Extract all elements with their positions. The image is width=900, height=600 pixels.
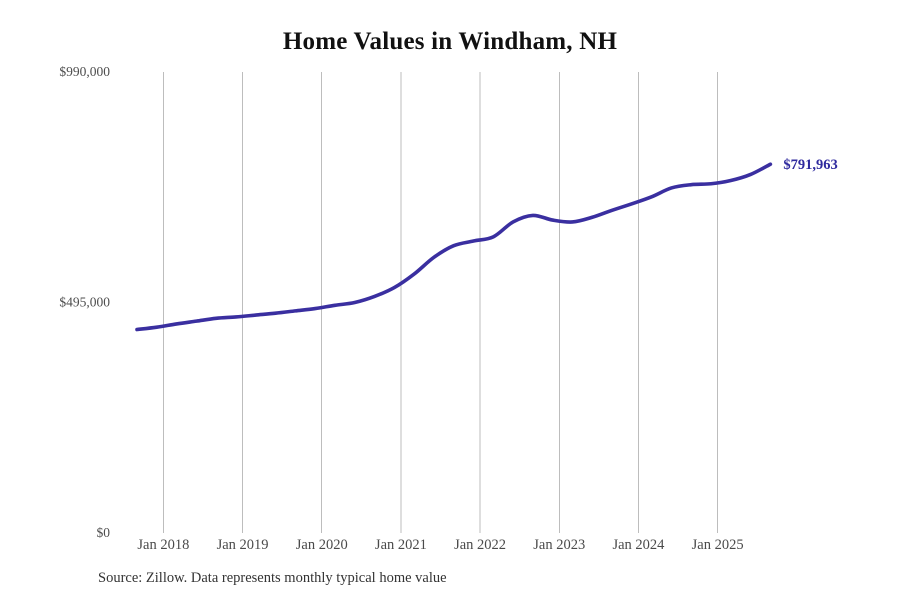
data-series-group — [135, 162, 773, 332]
x-tick-label: Jan 2021 — [375, 537, 427, 553]
y-axis-tick-labels: $0 $495,000 $990,000 — [59, 64, 110, 540]
y-tick-label: $0 — [97, 525, 111, 540]
y-tick-label: $990,000 — [59, 64, 110, 79]
chart-title: Home Values in Windham, NH — [282, 28, 618, 55]
x-tick-label: Jan 2025 — [692, 537, 744, 553]
x-tick-label: Jan 2024 — [612, 537, 665, 553]
x-tick-label: Jan 2023 — [533, 537, 585, 553]
x-gridlines — [162, 72, 719, 533]
end-value-label: $791,963 — [783, 157, 837, 173]
end-value-annotation: $791,963 — [783, 157, 837, 173]
x-axis-tick-labels: Jan 2018 Jan 2019 Jan 2020 Jan 2021 Jan 2022… — [137, 537, 743, 553]
series-line — [135, 162, 773, 332]
x-tick-label: Jan 2018 — [137, 537, 189, 553]
x-tick-label: Jan 2019 — [217, 537, 269, 553]
y-tick-label: $495,000 — [59, 295, 110, 310]
x-tick-label: Jan 2022 — [454, 537, 506, 553]
source-note: Source: Zillow. Data represents monthly … — [98, 570, 447, 586]
x-tick-label: Jan 2020 — [296, 537, 348, 553]
